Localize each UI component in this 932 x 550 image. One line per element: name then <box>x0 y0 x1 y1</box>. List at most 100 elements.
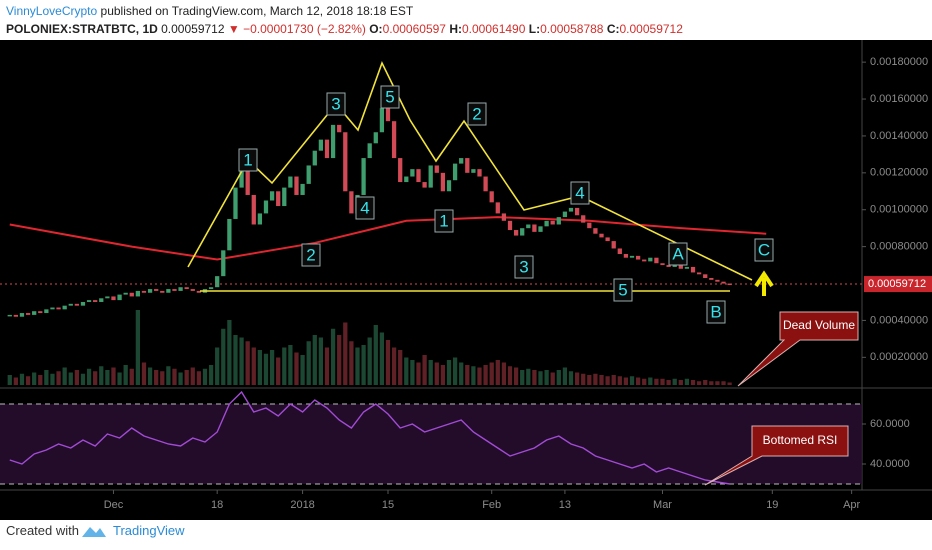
candle <box>623 254 629 258</box>
candle <box>111 296 116 301</box>
candle <box>13 314 18 317</box>
volume-bar <box>398 350 403 385</box>
wave-box <box>434 209 454 233</box>
wave-label: 2 <box>472 104 481 123</box>
volume-bar <box>99 366 104 385</box>
candle <box>349 191 354 214</box>
candle <box>526 224 531 229</box>
candle <box>428 165 433 188</box>
candle <box>44 309 49 314</box>
candle <box>276 191 281 207</box>
candle <box>343 132 348 192</box>
candle <box>587 222 592 229</box>
callout <box>704 425 849 486</box>
volume-bar <box>599 375 604 385</box>
high: 0.00061490 <box>461 22 526 36</box>
wave-label: 5 <box>385 87 394 106</box>
volume-bar <box>666 380 671 385</box>
candle <box>7 314 12 317</box>
candle <box>135 290 141 297</box>
author: VinnyLoveCrypto <box>6 4 98 18</box>
x-tick-label: 15 <box>382 499 394 511</box>
volume-bar <box>617 376 622 385</box>
header-line: POLONIEX:STRATBTC, 1D 0.00059712 ▼ −0.00… <box>6 20 683 38</box>
logo <box>82 527 106 537</box>
candle <box>446 180 452 192</box>
y-tick-label: 0.00080000 <box>870 241 928 253</box>
wave-box <box>613 278 633 302</box>
volume-bar <box>635 377 641 385</box>
candle <box>19 313 25 317</box>
candle <box>422 182 427 188</box>
volume-bar <box>379 332 385 385</box>
volume-bar <box>337 335 342 385</box>
candle <box>678 263 683 269</box>
x-tick-label: Dec <box>104 499 124 511</box>
candle <box>489 191 494 203</box>
volume-bar <box>239 337 244 385</box>
volume-bar <box>721 381 726 385</box>
candle <box>86 300 92 302</box>
candle <box>208 287 214 290</box>
candle <box>404 176 409 183</box>
candle <box>227 218 232 251</box>
candle <box>520 228 525 236</box>
wave-box <box>355 196 375 220</box>
candle <box>166 289 171 293</box>
wave-box <box>706 300 726 324</box>
candle <box>160 290 165 293</box>
volume-bar <box>562 367 568 385</box>
created: Created with <box>6 523 79 538</box>
candle <box>452 163 458 181</box>
volume-bar <box>696 381 702 385</box>
candle <box>68 303 73 306</box>
candle <box>538 226 543 232</box>
candle <box>715 279 720 282</box>
volume-bar <box>269 350 275 385</box>
candle <box>501 213 507 221</box>
wave-label: 1 <box>243 150 252 169</box>
arrow-up <box>754 270 774 296</box>
candle <box>556 217 561 225</box>
candle <box>257 213 263 225</box>
candle <box>233 187 238 219</box>
volume-bar <box>263 353 269 385</box>
volume-bar <box>416 362 421 385</box>
candle <box>459 158 464 164</box>
volume-bar <box>300 355 305 385</box>
volume-bar <box>68 372 73 385</box>
volume-bar <box>196 371 202 385</box>
candle <box>648 257 653 262</box>
wave-label: B <box>710 302 721 321</box>
symbol: POLONIEX:STRATBTC, 1D <box>6 22 158 36</box>
volume-bar <box>38 375 43 385</box>
candle <box>495 202 500 214</box>
candle <box>93 300 98 302</box>
label: C: <box>606 22 620 36</box>
volume-bar <box>312 335 317 385</box>
candle <box>62 305 67 310</box>
label: H: <box>449 22 462 36</box>
candle <box>642 259 647 262</box>
volume-bar <box>215 347 220 385</box>
volume-bar <box>80 373 86 385</box>
candle <box>294 176 299 195</box>
callout <box>737 311 859 387</box>
candle <box>300 183 305 195</box>
candle <box>288 176 293 188</box>
volume-bar <box>178 372 183 385</box>
y-tick-label: 0.00020000 <box>870 351 928 363</box>
moving-average <box>9 216 767 261</box>
volume-bar <box>276 357 281 385</box>
volume-bar <box>288 345 293 385</box>
volume-bar <box>581 373 586 385</box>
volume-bar <box>56 371 61 385</box>
candle <box>117 294 122 301</box>
volume-bar <box>74 370 80 385</box>
published: published on TradingView.com, March 12, … <box>100 4 414 18</box>
volume-bar <box>550 372 555 385</box>
candle <box>196 290 202 293</box>
volume-bar <box>629 376 635 385</box>
volume-bar <box>318 337 324 385</box>
y-tick-label: 60.0000 <box>870 418 910 430</box>
